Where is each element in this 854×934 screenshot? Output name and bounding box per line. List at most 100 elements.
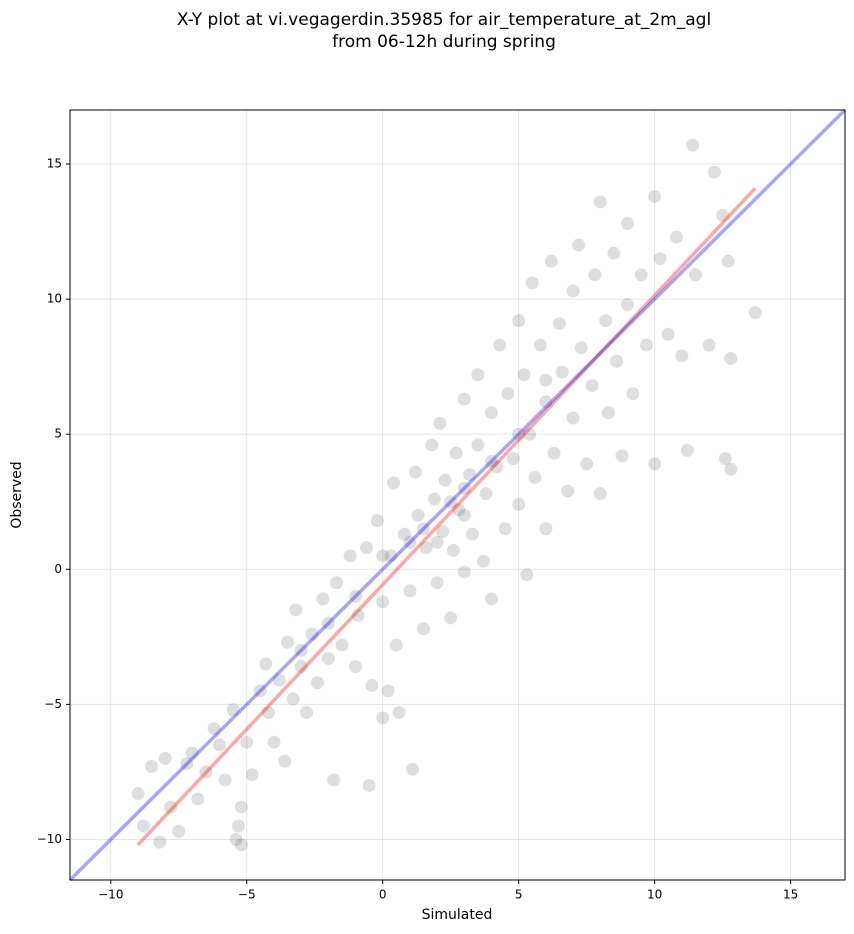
point bbox=[484, 454, 498, 468]
point bbox=[707, 165, 721, 179]
point bbox=[213, 738, 227, 752]
point bbox=[343, 549, 357, 563]
point bbox=[433, 416, 447, 430]
point bbox=[639, 338, 653, 352]
point bbox=[561, 484, 575, 498]
point bbox=[289, 603, 303, 617]
point bbox=[680, 443, 694, 457]
point bbox=[457, 565, 471, 579]
point bbox=[490, 460, 504, 474]
y-tick-label: 15 bbox=[47, 157, 62, 171]
point bbox=[199, 765, 213, 779]
point bbox=[444, 495, 458, 509]
x-tick-label: −5 bbox=[238, 888, 256, 902]
x-tick-label: 5 bbox=[515, 888, 523, 902]
point bbox=[675, 349, 689, 363]
point bbox=[566, 284, 580, 298]
point bbox=[552, 316, 566, 330]
point bbox=[471, 438, 485, 452]
point bbox=[724, 352, 738, 366]
y-tick-label: −10 bbox=[37, 832, 62, 846]
point bbox=[520, 568, 534, 582]
point bbox=[234, 838, 248, 852]
point bbox=[397, 527, 411, 541]
point bbox=[620, 298, 634, 312]
point bbox=[457, 481, 471, 495]
point bbox=[601, 406, 615, 420]
chart-subtitle: from 06-12h during spring bbox=[332, 32, 556, 52]
point bbox=[506, 452, 520, 466]
point bbox=[688, 268, 702, 282]
point bbox=[234, 800, 248, 814]
point bbox=[164, 800, 178, 814]
point bbox=[370, 514, 384, 528]
point bbox=[517, 368, 531, 382]
point bbox=[471, 368, 485, 382]
x-tick-label: 0 bbox=[379, 888, 387, 902]
y-tick-label: 5 bbox=[54, 427, 62, 441]
point bbox=[512, 314, 526, 328]
chart-title: X-Y plot at vi.vegagerdin.35985 for air_… bbox=[177, 10, 711, 30]
point bbox=[419, 541, 433, 555]
point bbox=[620, 216, 634, 230]
point bbox=[408, 465, 422, 479]
point bbox=[634, 268, 648, 282]
x-tick-label: 15 bbox=[783, 888, 798, 902]
point bbox=[240, 735, 254, 749]
point bbox=[335, 638, 349, 652]
point bbox=[457, 508, 471, 522]
x-tick-label: 10 bbox=[647, 888, 662, 902]
point bbox=[153, 835, 167, 849]
point bbox=[349, 589, 363, 603]
point bbox=[321, 616, 335, 630]
point bbox=[607, 246, 621, 260]
plot-frame bbox=[69, 109, 846, 881]
point bbox=[501, 387, 515, 401]
point bbox=[321, 651, 335, 665]
point bbox=[438, 473, 452, 487]
point bbox=[362, 778, 376, 792]
point bbox=[158, 751, 172, 765]
point bbox=[593, 487, 607, 501]
point bbox=[403, 584, 417, 598]
point bbox=[566, 411, 580, 425]
point bbox=[305, 627, 319, 641]
point bbox=[365, 678, 379, 692]
point bbox=[580, 457, 594, 471]
point bbox=[615, 449, 629, 463]
point bbox=[294, 660, 308, 674]
point bbox=[610, 354, 624, 368]
point bbox=[259, 657, 273, 671]
point bbox=[512, 497, 526, 511]
point bbox=[376, 549, 390, 563]
point bbox=[512, 427, 526, 441]
point bbox=[425, 438, 439, 452]
point bbox=[686, 138, 700, 152]
point bbox=[387, 476, 401, 490]
point bbox=[229, 832, 243, 846]
point bbox=[648, 189, 662, 203]
point bbox=[384, 549, 398, 563]
point bbox=[436, 524, 450, 538]
point bbox=[449, 446, 463, 460]
point bbox=[300, 705, 314, 719]
y-tick-label: −5 bbox=[44, 697, 62, 711]
point bbox=[493, 338, 507, 352]
point bbox=[484, 592, 498, 606]
point bbox=[479, 487, 493, 501]
point bbox=[626, 387, 640, 401]
point bbox=[465, 527, 479, 541]
point bbox=[444, 611, 458, 625]
point bbox=[430, 576, 444, 590]
point bbox=[278, 754, 292, 768]
point bbox=[523, 427, 537, 441]
point bbox=[599, 314, 613, 328]
point bbox=[349, 660, 363, 674]
point bbox=[661, 327, 675, 341]
point bbox=[539, 395, 553, 409]
point bbox=[191, 792, 205, 806]
point bbox=[131, 787, 145, 801]
y-tick-label: 0 bbox=[54, 562, 62, 576]
point bbox=[525, 276, 539, 290]
